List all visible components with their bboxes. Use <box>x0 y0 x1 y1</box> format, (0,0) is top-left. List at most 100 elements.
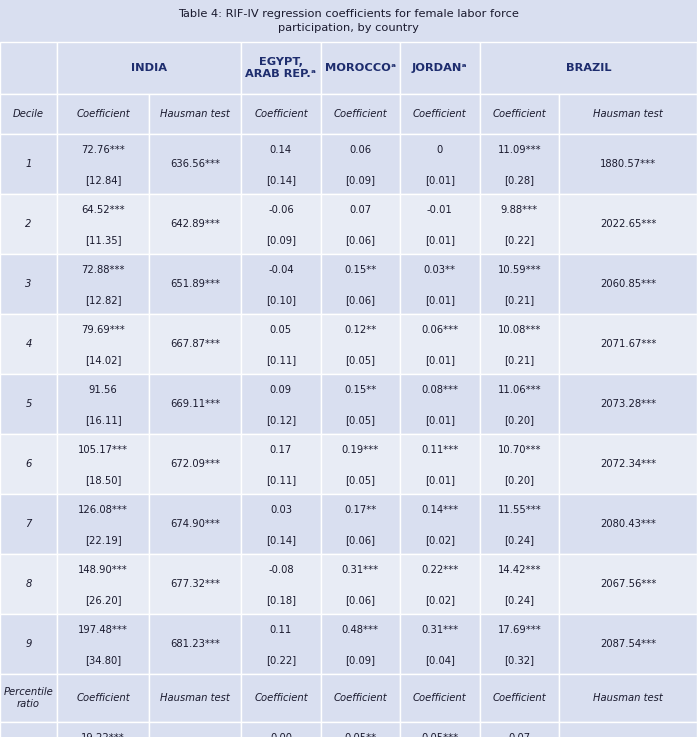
Bar <box>480 314 559 374</box>
Bar <box>241 134 321 194</box>
Bar <box>321 722 400 737</box>
Text: [0.04]: [0.04] <box>425 654 454 665</box>
Bar <box>0 134 57 194</box>
Text: 126.08***: 126.08*** <box>78 505 128 514</box>
Text: MOROCCOᵃ: MOROCCOᵃ <box>325 63 396 73</box>
Text: 0.08***: 0.08*** <box>421 385 459 394</box>
Text: EGYPT,
ARAB REP.ᵃ: EGYPT, ARAB REP.ᵃ <box>245 57 316 79</box>
Text: 0.17**: 0.17** <box>344 505 376 514</box>
Text: 1880.57***: 1880.57*** <box>600 159 656 169</box>
Text: 0.05: 0.05 <box>270 324 292 335</box>
Text: 0.00: 0.00 <box>270 733 292 737</box>
Text: 0.15**: 0.15** <box>344 265 376 275</box>
Bar <box>57 194 149 254</box>
Bar <box>559 674 697 722</box>
Bar <box>57 554 149 614</box>
Text: [0.09]: [0.09] <box>345 654 376 665</box>
Text: Hausman test: Hausman test <box>160 109 230 119</box>
Bar <box>480 42 697 94</box>
Text: [0.06]: [0.06] <box>345 595 376 604</box>
Bar <box>321 94 400 134</box>
Bar <box>559 314 697 374</box>
Bar <box>0 374 57 434</box>
Bar <box>241 494 321 554</box>
Bar <box>400 42 480 94</box>
Bar <box>400 722 480 737</box>
Bar <box>480 374 559 434</box>
Text: [0.01]: [0.01] <box>424 234 455 245</box>
Text: 105.17***: 105.17*** <box>78 444 128 455</box>
Bar <box>241 554 321 614</box>
Bar <box>0 434 57 494</box>
Text: 667.87***: 667.87*** <box>170 339 220 349</box>
Text: Coefficient: Coefficient <box>254 109 307 119</box>
Bar <box>149 194 241 254</box>
Text: -0.04: -0.04 <box>268 265 293 275</box>
Text: [0.21]: [0.21] <box>504 295 535 304</box>
Text: [0.01]: [0.01] <box>424 175 455 184</box>
Text: Coefficient: Coefficient <box>413 693 466 703</box>
Text: [0.18]: [0.18] <box>266 595 296 604</box>
Text: 2072.34***: 2072.34*** <box>600 459 656 469</box>
Text: 0.09: 0.09 <box>270 385 292 394</box>
Text: -0.01: -0.01 <box>427 205 452 214</box>
Text: [11.35]: [11.35] <box>85 234 121 245</box>
Bar <box>57 42 241 94</box>
Text: [0.06]: [0.06] <box>345 295 376 304</box>
Text: [0.12]: [0.12] <box>266 415 296 425</box>
Bar <box>480 194 559 254</box>
Bar <box>0 554 57 614</box>
Text: Coefficient: Coefficient <box>413 109 466 119</box>
Text: 19.22***: 19.22*** <box>82 733 125 737</box>
Bar <box>149 494 241 554</box>
Bar <box>241 94 321 134</box>
Text: 677.32***: 677.32*** <box>170 579 220 589</box>
Text: 0.03: 0.03 <box>270 505 292 514</box>
Text: 2080.43***: 2080.43*** <box>600 519 656 529</box>
Bar <box>480 614 559 674</box>
Bar <box>400 614 480 674</box>
Bar <box>57 494 149 554</box>
Bar <box>559 614 697 674</box>
Text: 6: 6 <box>25 459 32 469</box>
Text: [0.24]: [0.24] <box>504 595 535 604</box>
Bar <box>559 194 697 254</box>
Text: [0.05]: [0.05] <box>345 475 376 485</box>
Text: 0.06***: 0.06*** <box>421 324 459 335</box>
Text: Coefficient: Coefficient <box>254 693 307 703</box>
Bar <box>241 314 321 374</box>
Text: [0.09]: [0.09] <box>345 175 376 184</box>
Text: [0.01]: [0.01] <box>424 295 455 304</box>
Bar <box>0 254 57 314</box>
Text: 11.09***: 11.09*** <box>498 144 541 155</box>
Text: Coefficient: Coefficient <box>334 693 387 703</box>
Text: [0.20]: [0.20] <box>504 475 535 485</box>
Text: 79.69***: 79.69*** <box>82 324 125 335</box>
Bar <box>559 434 697 494</box>
Text: 0.48***: 0.48*** <box>342 624 379 635</box>
Text: [0.14]: [0.14] <box>266 175 296 184</box>
Text: [0.02]: [0.02] <box>424 534 455 545</box>
Text: 4: 4 <box>25 339 32 349</box>
Bar <box>57 674 149 722</box>
Bar <box>241 434 321 494</box>
Text: [0.24]: [0.24] <box>504 534 535 545</box>
Text: 2: 2 <box>25 219 32 229</box>
Text: 2060.85***: 2060.85*** <box>600 279 656 289</box>
Bar <box>400 674 480 722</box>
Text: [0.01]: [0.01] <box>424 475 455 485</box>
Bar <box>0 194 57 254</box>
Text: 672.09***: 672.09*** <box>170 459 220 469</box>
Bar <box>0 494 57 554</box>
Text: [0.06]: [0.06] <box>345 534 376 545</box>
Bar <box>149 614 241 674</box>
Text: 9: 9 <box>25 639 32 649</box>
Bar <box>400 554 480 614</box>
Bar <box>241 194 321 254</box>
Text: [12.82]: [12.82] <box>85 295 121 304</box>
Bar <box>0 42 57 94</box>
Text: 0.12**: 0.12** <box>344 324 376 335</box>
Text: 669.11***: 669.11*** <box>170 399 220 409</box>
Bar <box>321 434 400 494</box>
Text: [0.05]: [0.05] <box>345 354 376 365</box>
